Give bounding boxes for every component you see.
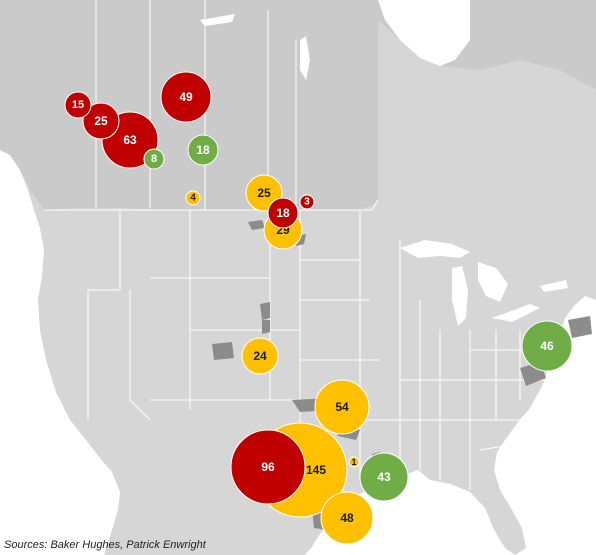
bubble-96-label: 96 [261, 460, 275, 474]
lake-erie [492, 304, 540, 322]
bubble-43-label: 43 [377, 470, 391, 484]
bubble-8-label: 8 [151, 153, 157, 165]
bubble-145-label: 145 [306, 463, 326, 477]
bubble-25-west-label: 25 [94, 114, 108, 128]
source-note: Sources: Baker Hughes, Patrick Enwright [4, 539, 206, 551]
bubble-49-circle [160, 71, 212, 123]
bubble-15-label: 15 [72, 99, 84, 111]
bubble-18-green: 18 [187, 134, 219, 166]
bubble-54-label: 54 [335, 400, 349, 414]
bubble-43-circle [359, 452, 409, 502]
bubble-1: 1 [348, 456, 360, 468]
bubble-43: 43 [359, 452, 409, 502]
bubble-54-circle [314, 379, 370, 435]
bubble-24-label: 24 [253, 349, 267, 363]
bubble-3-circle [299, 194, 315, 210]
bubble-18-green-label: 18 [196, 143, 210, 157]
border-line [479, 439, 541, 451]
bubble-54: 54 [314, 379, 370, 435]
hudson-bay [378, 0, 470, 66]
bubble-15: 15 [64, 91, 92, 119]
bubble-4: 4 [185, 190, 201, 206]
bubble-1-circle [348, 456, 360, 468]
bubble-3-label: 3 [304, 197, 310, 208]
bubble-25-west-circle [82, 102, 120, 140]
canada-us-border [44, 199, 379, 211]
bubble-4-label: 4 [190, 193, 196, 204]
bubble-46-label: 46 [540, 339, 554, 353]
bubble-48-label: 48 [340, 511, 354, 525]
bubble-18-red-label: 18 [276, 206, 290, 220]
bubble-18-red: 18 [267, 197, 299, 229]
bubble-18-green-circle [187, 134, 219, 166]
basin-uinta [212, 342, 234, 360]
bubble-96-circle [230, 429, 306, 505]
bubble-25-west: 25 [82, 102, 120, 140]
bubble-18-red-circle [267, 197, 299, 229]
bubble-48: 48 [320, 491, 374, 545]
basin-bakken [248, 220, 265, 230]
bubble-4-circle [185, 190, 201, 206]
lake-superior [400, 240, 470, 258]
lake-huron [478, 262, 508, 302]
basin-niobrara-north [260, 302, 270, 320]
bubble-24-circle [241, 337, 279, 375]
bubble-49-label: 49 [179, 90, 193, 104]
bubble-96: 96 [230, 429, 306, 505]
basin-utica [568, 316, 592, 338]
bubble-46: 46 [521, 320, 573, 372]
border-line [88, 210, 121, 291]
bubble-25-east-label: 25 [257, 186, 271, 200]
great-slave-lake [200, 14, 235, 26]
bubble-63-label: 63 [123, 133, 137, 147]
bubble-8-circle [143, 148, 165, 170]
lake-winnipeg [300, 36, 310, 80]
bubble-15-circle [64, 91, 92, 119]
lake-ontario [540, 280, 568, 292]
pacific-water [0, 150, 120, 555]
lake-michigan [452, 266, 468, 326]
border-line [129, 290, 151, 421]
bubble-24: 24 [241, 337, 279, 375]
bubble-48-circle [320, 491, 374, 545]
bubble-49: 49 [160, 71, 212, 123]
bubble-1-label: 1 [351, 457, 356, 467]
basin-dj [262, 320, 270, 334]
bubble-46-circle [521, 320, 573, 372]
bubble-8: 8 [143, 148, 165, 170]
bubble-3: 3 [299, 194, 315, 210]
